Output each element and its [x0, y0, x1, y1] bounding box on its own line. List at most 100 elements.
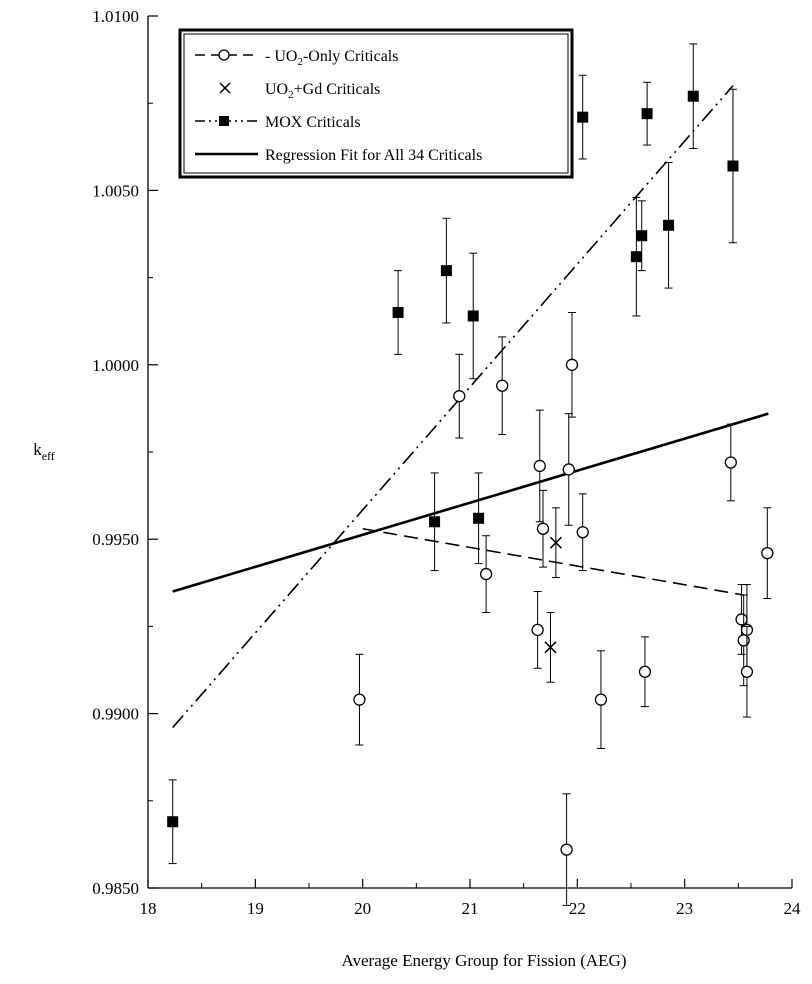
- legend-label-prefix: -: [265, 48, 274, 65]
- data-point: [440, 217, 452, 324]
- circle-marker: [740, 665, 754, 678]
- x-marker-stroke: [544, 641, 557, 654]
- x-marker-stroke: [549, 536, 562, 549]
- y-axis-title-main: k: [33, 440, 42, 459]
- circle-marker: [496, 379, 509, 392]
- y-tick-label: 0.9900: [92, 705, 139, 724]
- square-marker: [641, 108, 653, 120]
- circle-marker: [453, 390, 466, 403]
- data-point: [576, 493, 589, 572]
- circle-marker: [576, 526, 589, 539]
- legend-label-main: MOX Criticals: [265, 114, 361, 131]
- data-point: [687, 43, 699, 150]
- data-point: [724, 423, 737, 502]
- circle-marker: [562, 463, 575, 476]
- square-marker: [467, 310, 479, 322]
- legend-label-sub: 2: [297, 56, 303, 68]
- circle-marker: [353, 693, 366, 706]
- circle-marker: [737, 634, 750, 647]
- data-point: [392, 270, 404, 355]
- legend-label: UO2+Gd Criticals: [265, 81, 380, 101]
- data-point: [531, 591, 544, 669]
- y-tick-label: 1.0050: [92, 181, 139, 200]
- data-point: [544, 611, 557, 683]
- data-point: [565, 311, 579, 418]
- data-point: [473, 472, 485, 565]
- circle-marker: [531, 623, 544, 637]
- x-axis-title: Average Energy Group for Fission (AEG): [342, 951, 627, 970]
- legend-label: MOX Criticals: [265, 114, 361, 131]
- legend-label-main: Regression Fit for All 34 Criticals: [265, 147, 482, 164]
- y-tick-label: 0.9950: [92, 530, 139, 549]
- y-tick-label: 0.9850: [92, 879, 139, 898]
- circle-marker: [218, 49, 230, 61]
- data-point: [761, 507, 774, 599]
- fit-lines: [172, 85, 769, 729]
- data-point: [429, 472, 441, 572]
- x-tick-label: 24: [784, 899, 802, 918]
- legend-label-rest: -Only Criticals: [303, 48, 399, 65]
- x-marker-stroke: [219, 82, 231, 94]
- fit-line: [172, 412, 769, 593]
- data-point: [577, 74, 589, 160]
- data-point: [496, 336, 509, 436]
- data-point: [562, 413, 575, 526]
- fit-line: [172, 85, 734, 729]
- square-marker: [663, 219, 675, 231]
- data-point: [353, 653, 366, 746]
- data-point: [536, 489, 550, 568]
- data-point: [479, 535, 493, 613]
- x-tick-label: 20: [354, 899, 371, 918]
- axes: 18 19 20 21 22 23 240.98500.99000.99501.00001.…: [92, 7, 801, 918]
- legend-label-sub: 2: [288, 89, 294, 101]
- data-point: [549, 507, 562, 579]
- data-point: [636, 200, 648, 272]
- data-point: [167, 779, 179, 865]
- y-axis-title-sub: eff: [42, 449, 55, 463]
- y-tick-label: 1.0000: [92, 356, 139, 375]
- circle-marker: [479, 567, 493, 581]
- circle-marker: [565, 358, 579, 371]
- data-point: [740, 625, 754, 718]
- x-tick-label: 22: [569, 899, 586, 918]
- square-marker: [429, 516, 441, 528]
- x-tick-label: 23: [676, 899, 693, 918]
- legend-label-rest: +Gd Criticals: [294, 81, 381, 98]
- square-marker: [440, 265, 452, 277]
- square-marker: [630, 251, 642, 263]
- data-point: [641, 81, 653, 146]
- legend-label: Regression Fit for All 34 Criticals: [265, 147, 482, 164]
- circle-marker: [536, 522, 550, 535]
- square-marker: [577, 111, 589, 123]
- data-point: [638, 636, 652, 708]
- circle-marker: [560, 843, 573, 856]
- circle-marker: [724, 456, 737, 469]
- data-point: [560, 793, 573, 906]
- data-point: [467, 252, 479, 380]
- legend-label-main: UO: [274, 48, 297, 65]
- data-point: [727, 88, 739, 244]
- y-tick-label: 1.0100: [92, 7, 139, 26]
- x-tick-label: 19: [247, 899, 264, 918]
- square-marker: [219, 116, 229, 126]
- square-marker: [687, 90, 699, 102]
- data-point: [663, 161, 675, 289]
- legend-label-main: UO: [265, 81, 288, 98]
- legend-inner-frame: [183, 33, 569, 174]
- circle-marker: [735, 613, 748, 626]
- circle-marker: [638, 665, 652, 678]
- fit-line: [362, 527, 744, 596]
- legend-label: - UO2-Only Criticals: [265, 48, 398, 68]
- data-point: [533, 409, 546, 523]
- square-marker: [727, 160, 739, 172]
- circle-marker: [594, 693, 608, 706]
- data-points: [167, 43, 774, 906]
- square-marker: [636, 230, 648, 242]
- circle-marker: [533, 459, 546, 473]
- data-point: [594, 650, 608, 749]
- square-marker: [167, 816, 179, 828]
- data-point: [630, 196, 642, 317]
- square-marker: [473, 512, 485, 524]
